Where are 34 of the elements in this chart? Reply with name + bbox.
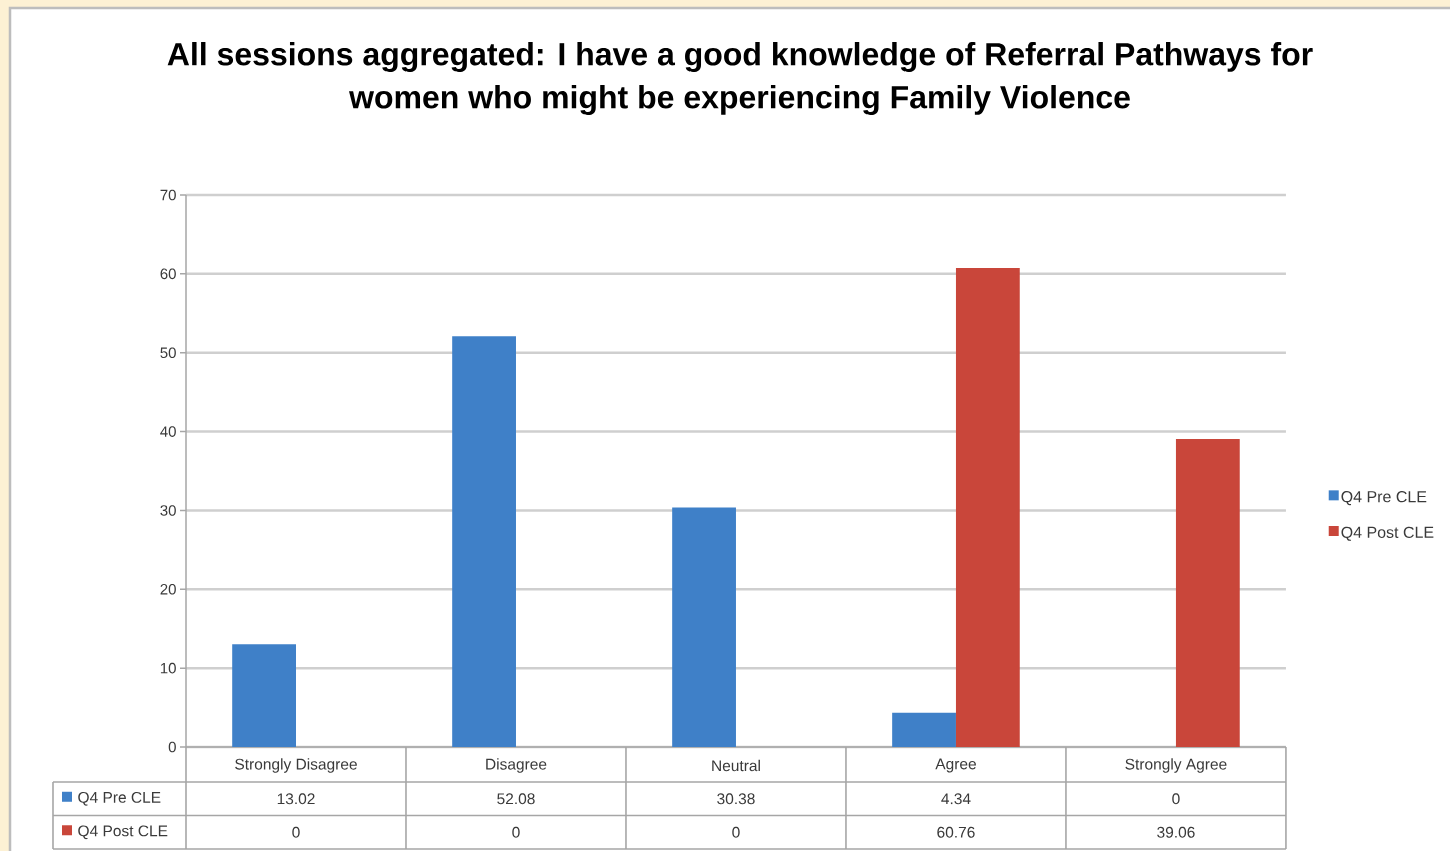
chart-title: All sessions aggregated: I have a good knowledge of Referral Pathways for women who might be experiencing Family Violence	[167, 42, 1313, 115]
data-label: 39.06	[1157, 826, 1195, 838]
data-label: 52.08	[497, 793, 535, 805]
y-tick-label: 40	[160, 426, 176, 437]
x-tick-label: Strongly Agree	[1125, 758, 1227, 773]
y-tick-label: 70	[160, 189, 176, 201]
data-label: 13.02	[277, 793, 315, 805]
data-label: 0	[1172, 793, 1180, 805]
x-tick-label: Neutral	[712, 759, 760, 772]
bar	[955, 267, 1020, 748]
legend-label: Q4 Pre CLE	[78, 791, 161, 806]
bar	[1175, 439, 1240, 748]
data-label: 0	[292, 826, 300, 838]
x-tick-label: Disagree	[486, 758, 547, 773]
y-tick-label: 60	[160, 268, 176, 280]
y-tick-label: 0	[168, 741, 176, 753]
bar	[452, 336, 516, 748]
y-tick-label: 50	[160, 347, 176, 359]
y-tick-label: 20	[160, 583, 176, 595]
data-label: 60.76	[937, 826, 975, 838]
text: Q4 Post CLE	[78, 825, 168, 840]
data-label: 4.34	[941, 793, 971, 805]
data-label: 30.38	[717, 793, 755, 805]
x-tick-label: Agree	[935, 758, 976, 773]
x-tick-label: Strongly Disagree	[235, 758, 357, 773]
text: Q4 Pre CLE	[1341, 491, 1427, 506]
data-label: 0	[512, 826, 520, 838]
legend-label: Q4 Post CLE	[1341, 526, 1434, 541]
data-label: 0	[732, 826, 740, 838]
bar	[232, 644, 296, 748]
y-tick-label: 10	[160, 662, 176, 674]
y-tick-label: 30	[160, 505, 176, 516]
bar	[892, 712, 956, 748]
bar	[672, 507, 736, 748]
